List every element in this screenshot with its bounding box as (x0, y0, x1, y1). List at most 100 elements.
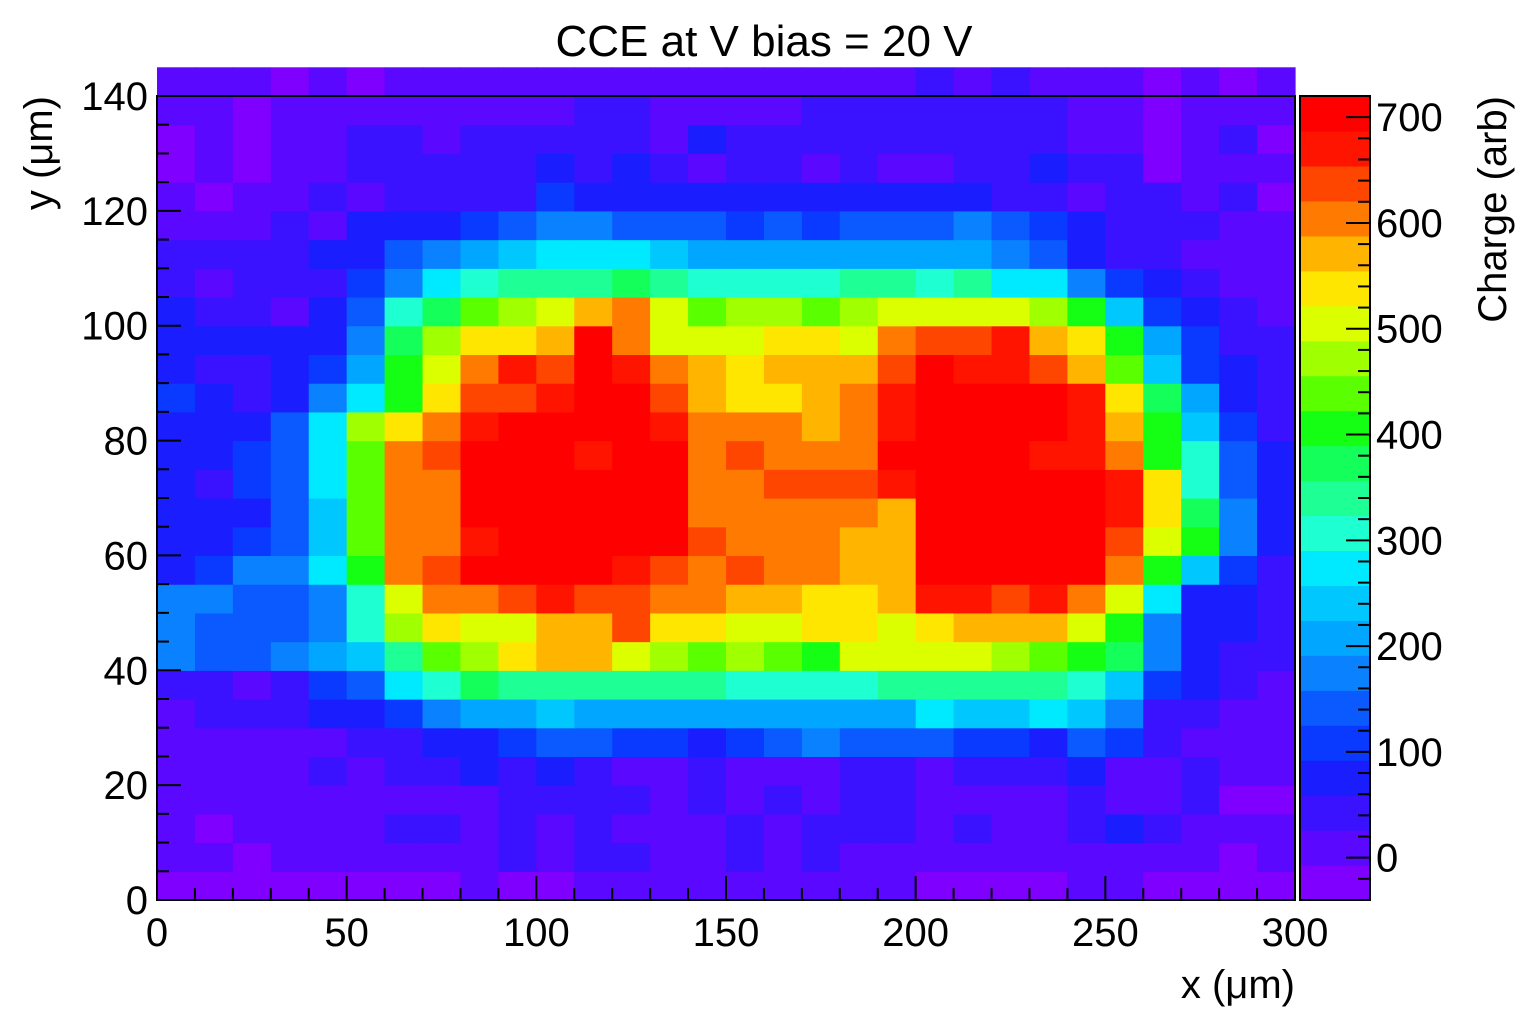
heatmap-cell (688, 871, 727, 901)
heatmap-cell (1181, 842, 1220, 872)
heatmap-cell (953, 67, 993, 97)
heatmap-cell (194, 756, 234, 786)
heatmap-cell (801, 96, 841, 126)
heatmap-cell (688, 383, 727, 413)
heatmap-cell (574, 383, 613, 413)
heatmap-cell (1105, 96, 1144, 126)
heatmap-cell (650, 785, 689, 815)
heatmap-cell (1181, 641, 1220, 671)
heatmap-cell (384, 210, 424, 241)
heatmap-cell (346, 670, 386, 700)
palette-band (1300, 375, 1370, 412)
heatmap-cell (650, 354, 689, 384)
heatmap-cell (991, 297, 1031, 327)
heatmap-cell (308, 383, 348, 413)
heatmap-cell (194, 354, 234, 384)
heatmap-cell (498, 297, 537, 327)
heatmap-cell (1181, 727, 1220, 758)
heatmap-cell (270, 612, 310, 643)
heatmap-cell (1257, 555, 1296, 585)
heatmap-cell (384, 526, 424, 557)
heatmap-cell (763, 96, 803, 126)
heatmap-cell (688, 325, 727, 356)
heatmap-cell (574, 584, 613, 614)
heatmap-cell (1219, 871, 1258, 901)
heatmap-cell (536, 871, 575, 901)
heatmap-cell (1105, 297, 1144, 327)
heatmap-cell (612, 842, 651, 872)
heatmap-cell (1029, 210, 1068, 241)
heatmap-cell (346, 584, 386, 614)
heatmap-cell (1143, 354, 1182, 384)
heatmap-cell (688, 210, 727, 241)
heatmap-cell (877, 670, 917, 700)
heatmap-cell (498, 239, 537, 269)
x-tick-label: 150 (693, 911, 760, 955)
heatmap-cell (688, 641, 727, 671)
heatmap-cell (460, 297, 499, 327)
heatmap-cell (726, 871, 765, 901)
heatmap-cell (1219, 297, 1258, 327)
heatmap-cell (1143, 440, 1182, 470)
heatmap-cell (612, 354, 651, 384)
heatmap-cell (536, 699, 575, 729)
y-axis-title: y (μm) (17, 96, 61, 210)
heatmap-cell (308, 182, 348, 212)
heatmap-cell (536, 325, 575, 356)
heatmap-cell (801, 727, 841, 758)
heatmap-cell (1143, 526, 1182, 557)
heatmap-cell (953, 268, 993, 298)
heatmap-cell (1067, 871, 1106, 901)
heatmap-cell (953, 555, 993, 585)
heatmap-cell (763, 612, 803, 643)
heatmap-cell (498, 813, 537, 844)
heatmap-cell (612, 813, 651, 844)
heatmap-cell (915, 871, 955, 901)
heatmap-cell (574, 641, 613, 671)
heatmap-cell (801, 440, 841, 470)
heatmap-cell (1029, 842, 1068, 872)
heatmap-cell (763, 354, 803, 384)
heatmap-cell (308, 469, 348, 499)
heatmap-cell (1257, 641, 1296, 671)
heatmap-cell (1219, 670, 1258, 700)
heatmap-cell (839, 699, 879, 729)
heatmap-cell (1181, 785, 1220, 815)
heatmap-cell (1181, 526, 1220, 557)
heatmap-cell (346, 727, 386, 758)
heatmap-cell (536, 612, 575, 643)
heatmap-cell (574, 612, 613, 643)
heatmap-cell (915, 498, 955, 528)
heatmap-cell (308, 584, 348, 614)
heatmap-cell (953, 354, 993, 384)
heatmap-cell (460, 124, 499, 155)
heatmap-cell (157, 96, 196, 126)
heatmap-cell (991, 584, 1031, 614)
heatmap-cell (194, 526, 234, 557)
heatmap-cell (232, 383, 272, 413)
heatmap-cell (308, 756, 348, 786)
heatmap-cell (1143, 699, 1182, 729)
heatmap-cell (1181, 871, 1220, 901)
heatmap-cell (536, 440, 575, 470)
heatmap-cell (308, 612, 348, 643)
heatmap-cell (422, 239, 462, 269)
heatmap-cell (839, 67, 879, 97)
heatmap-cell (1257, 325, 1296, 356)
heatmap-cell (422, 641, 462, 671)
heatmap-cell (1105, 67, 1144, 97)
heatmap-cell (536, 756, 575, 786)
heatmap-cell (194, 498, 234, 528)
heatmap-cell (688, 411, 727, 442)
heatmap-cell (1257, 354, 1296, 384)
heatmap-cell (991, 699, 1031, 729)
heatmap-cell (839, 670, 879, 700)
heatmap-cell (726, 670, 765, 700)
heatmap-cell (1181, 469, 1220, 499)
heatmap-cell (953, 469, 993, 499)
heatmap-cell (536, 153, 575, 183)
heatmap-cell (232, 756, 272, 786)
heatmap-cell (308, 526, 348, 557)
heatmap-cell (726, 383, 765, 413)
heatmap-cell (1067, 555, 1106, 585)
